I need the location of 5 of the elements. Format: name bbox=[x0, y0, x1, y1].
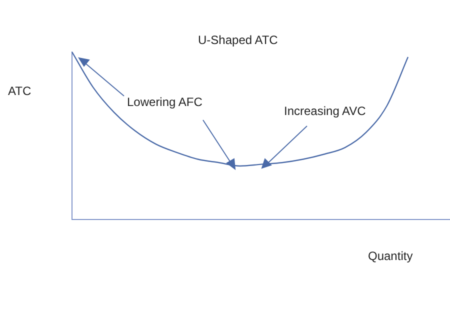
x-axis-title: Quantity bbox=[368, 249, 413, 263]
chart-title: U-Shaped ATC bbox=[198, 33, 278, 47]
annotation: Lowering AFC bbox=[127, 95, 202, 109]
annotation: Increasing AVC bbox=[284, 104, 366, 118]
y-axis-title: ATC bbox=[8, 84, 32, 98]
